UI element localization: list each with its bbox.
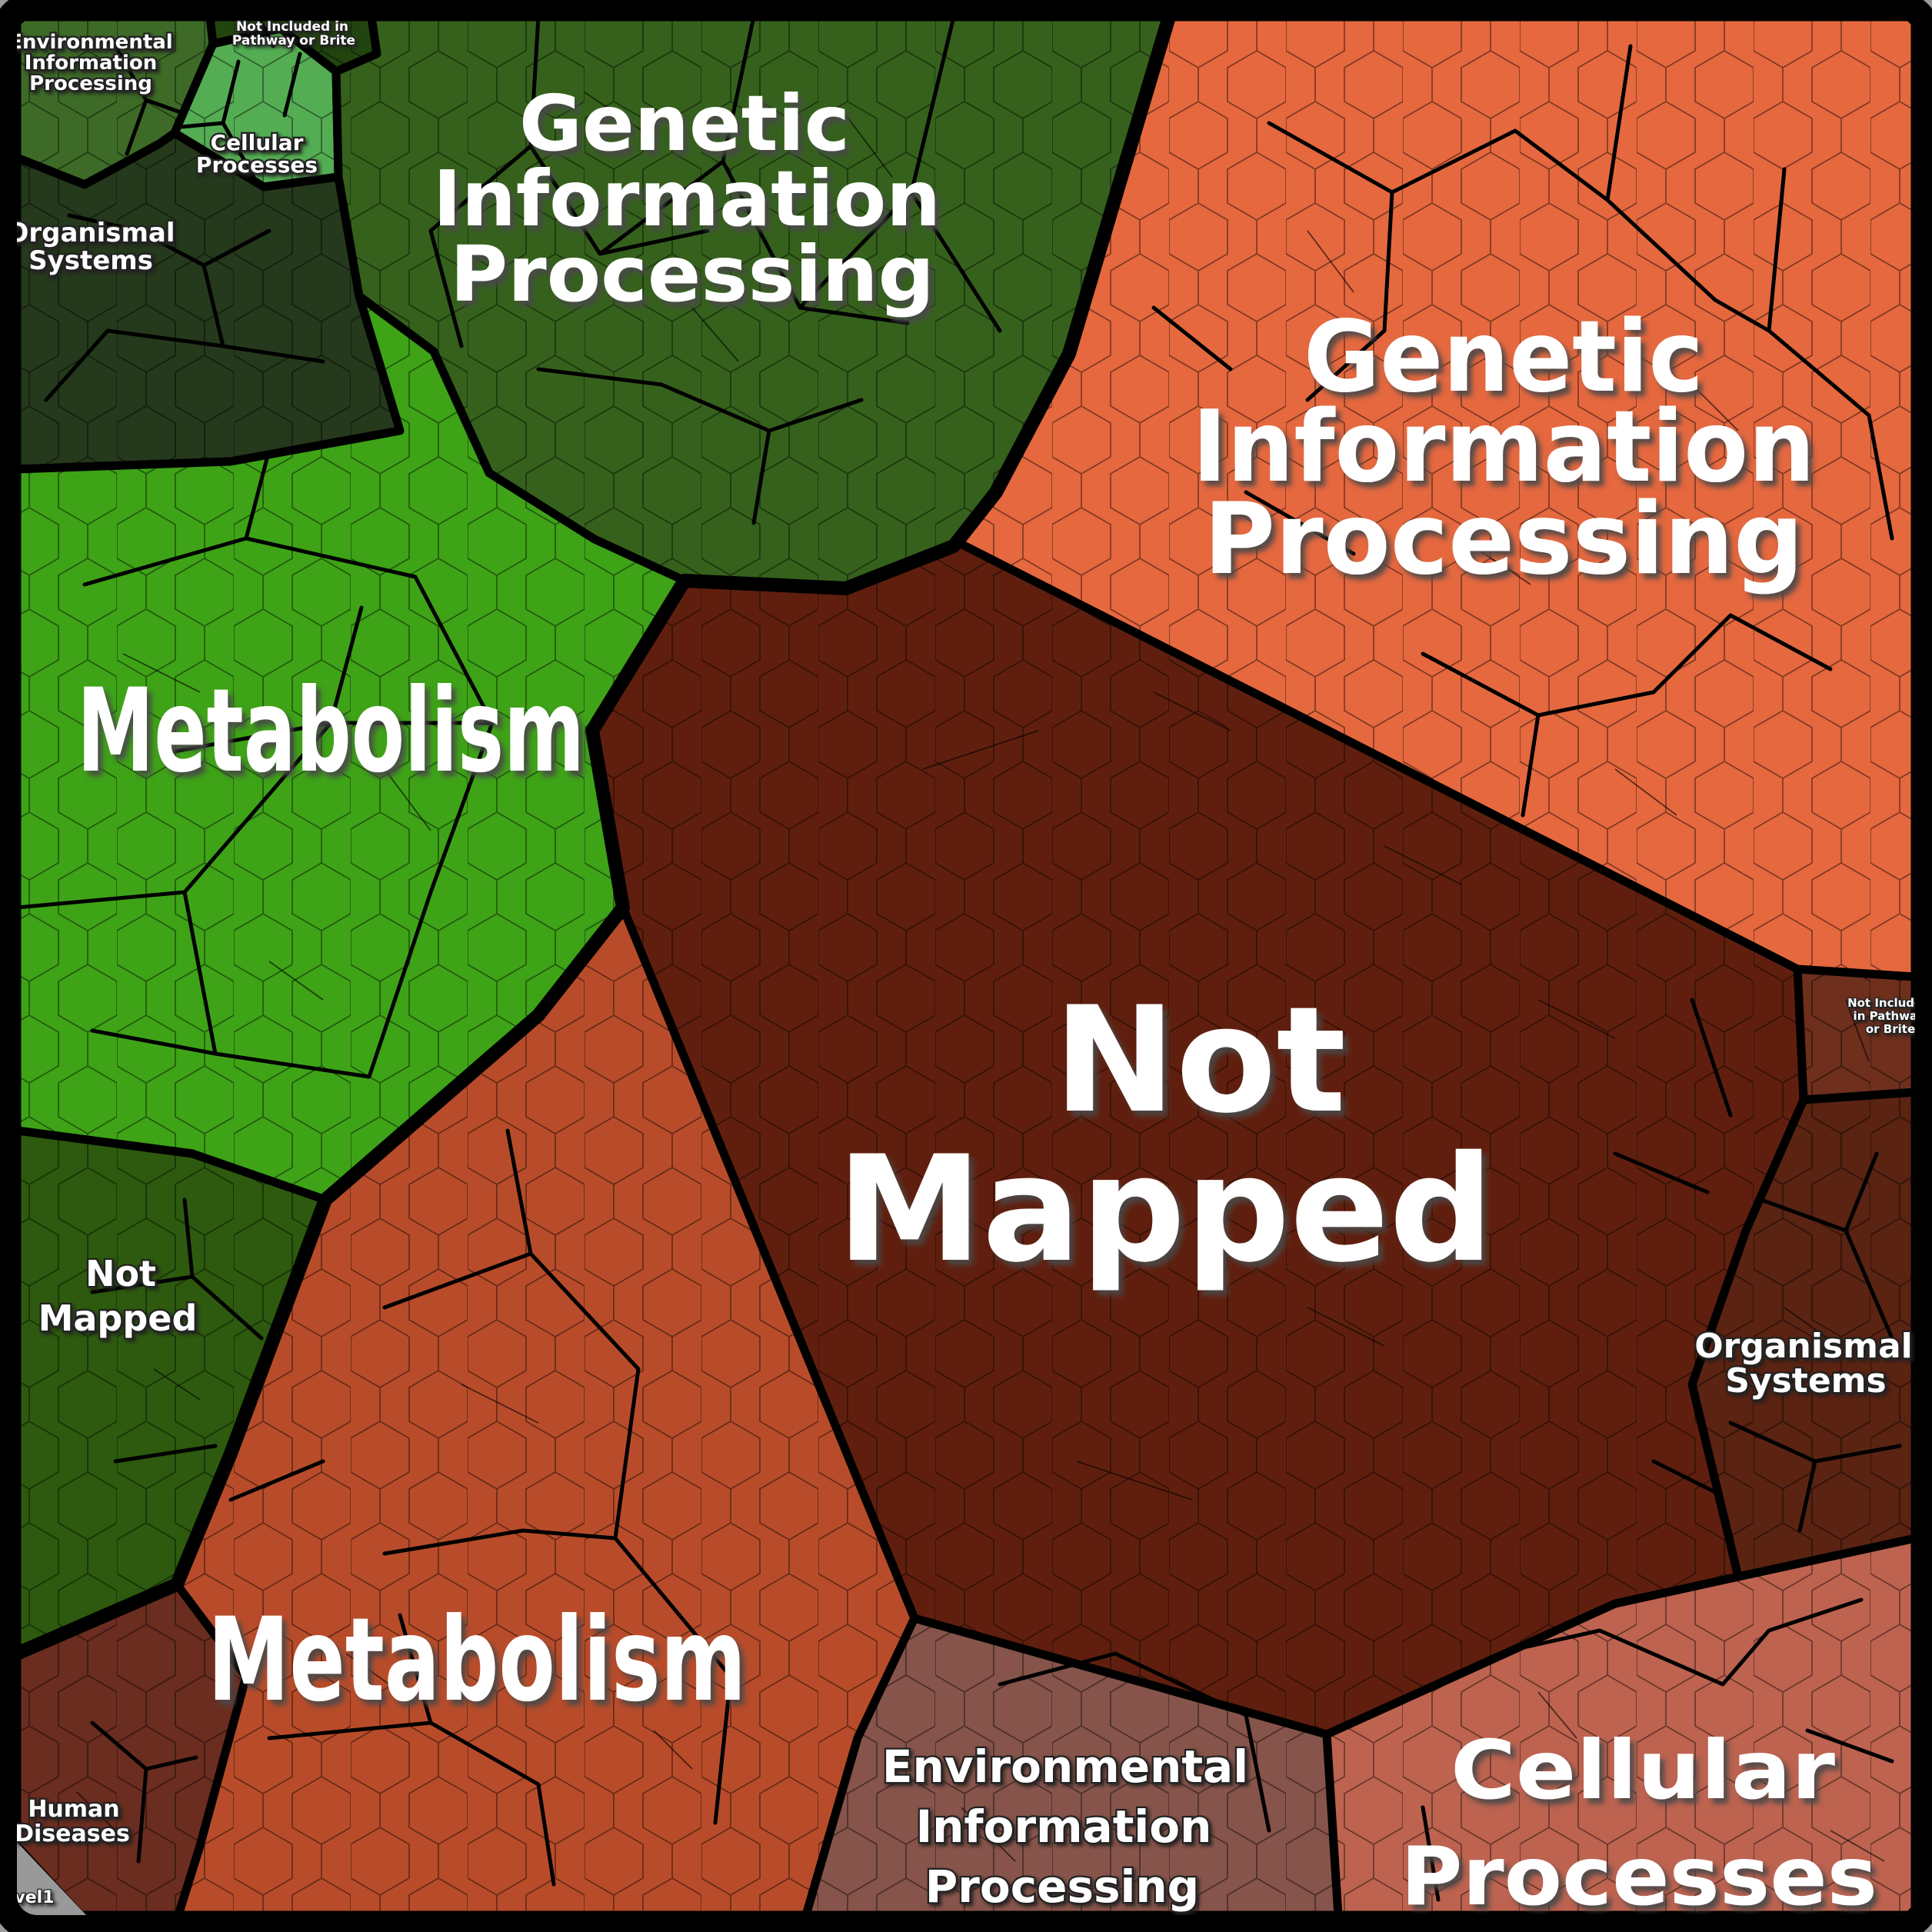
label-red-organismal-systems: Organismal: [1694, 1327, 1913, 1366]
label-red-human-diseases: Human: [28, 1796, 119, 1823]
label-red-not-mapped: Not: [1054, 975, 1346, 1145]
label-green-not-mapped: Not: [85, 1253, 156, 1294]
svg-text:Processing: Processing: [925, 1860, 1199, 1913]
cell-boundaries: [17, 17, 1902, 1902]
svg-text:in Pathway: in Pathway: [1854, 1009, 1925, 1023]
svg-text:Processing: Processing: [1204, 482, 1804, 597]
label-green-eip: Environmental: [8, 31, 172, 54]
svg-text:or Brite: or Brite: [1866, 1022, 1915, 1036]
labels-red: Genetic Information Processing Not Mappe…: [15, 300, 1930, 1924]
svg-text:Mapped: Mapped: [837, 1124, 1494, 1294]
svg-text:Mapped: Mapped: [38, 1297, 198, 1339]
svg-text:Systems: Systems: [28, 245, 153, 276]
svg-text:Processes: Processes: [196, 152, 318, 178]
label-green-organismal-systems: Organismal: [6, 218, 175, 248]
svg-text:Information: Information: [916, 1800, 1212, 1853]
svg-text:Information: Information: [1192, 390, 1815, 505]
svg-text:Diseases: Diseases: [15, 1820, 130, 1847]
label-red-metabolism: Metabolism: [208, 1594, 746, 1727]
sample-divide-line: [17, 17, 1176, 1661]
level-badge-corner: [17, 1842, 86, 1915]
label-red-eip: Environmental: [882, 1740, 1248, 1793]
label-red-not-included: Not Included: [1847, 996, 1930, 1010]
label-green-not-included: Not Included in: [236, 19, 348, 35]
svg-text:Systems: Systems: [1725, 1361, 1886, 1401]
svg-text:Information: Information: [25, 52, 158, 75]
svg-text:Pathway or Brite: Pathway or Brite: [232, 33, 355, 48]
label-green-gip: Genetic: [519, 78, 850, 168]
svg-text:Processing: Processing: [450, 229, 934, 319]
level-badge: Level1: [0, 1888, 55, 1907]
treemap-content: Environmental Information Processing Not…: [0, 17, 1930, 1924]
label-green-cellular-processes: Cellular: [211, 130, 304, 155]
label-red-gip: Genetic: [1304, 300, 1704, 415]
svg-text:Processing: Processing: [29, 72, 152, 95]
svg-text:Processes: Processes: [1401, 1830, 1877, 1924]
label-green-metabolism: Metabolism: [77, 665, 585, 798]
label-red-cellular-processes: Cellular: [1451, 1724, 1835, 1817]
labels-green: Environmental Information Processing Not…: [6, 18, 941, 1341]
svg-text:Information: Information: [433, 154, 941, 244]
